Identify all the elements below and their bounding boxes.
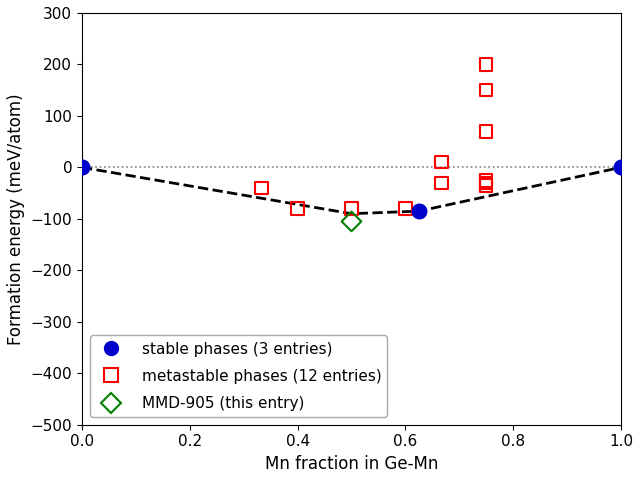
stable phases (3 entries) xyxy=(77,164,87,171)
X-axis label: Mn fraction in Ge-Mn: Mn fraction in Ge-Mn xyxy=(265,455,438,473)
metastable phases (12 entries) xyxy=(481,181,492,189)
stable phases (3 entries) xyxy=(413,207,424,215)
stable phases (3 entries) xyxy=(616,164,626,171)
metastable phases (12 entries) xyxy=(481,86,492,94)
metastable phases (12 entries) xyxy=(436,179,447,187)
metastable phases (12 entries) xyxy=(292,205,303,213)
metastable phases (12 entries) xyxy=(481,179,492,187)
Y-axis label: Formation energy (meV/atom): Formation energy (meV/atom) xyxy=(7,93,25,345)
metastable phases (12 entries) xyxy=(481,177,492,184)
metastable phases (12 entries) xyxy=(481,128,492,135)
MMD-905 (this entry) xyxy=(346,217,356,225)
metastable phases (12 entries) xyxy=(257,184,267,192)
metastable phases (12 entries) xyxy=(481,60,492,68)
metastable phases (12 entries) xyxy=(346,205,356,213)
metastable phases (12 entries) xyxy=(436,158,447,166)
metastable phases (12 entries) xyxy=(400,205,410,213)
Legend: stable phases (3 entries), metastable phases (12 entries), MMD-905 (this entry): stable phases (3 entries), metastable ph… xyxy=(90,336,387,417)
